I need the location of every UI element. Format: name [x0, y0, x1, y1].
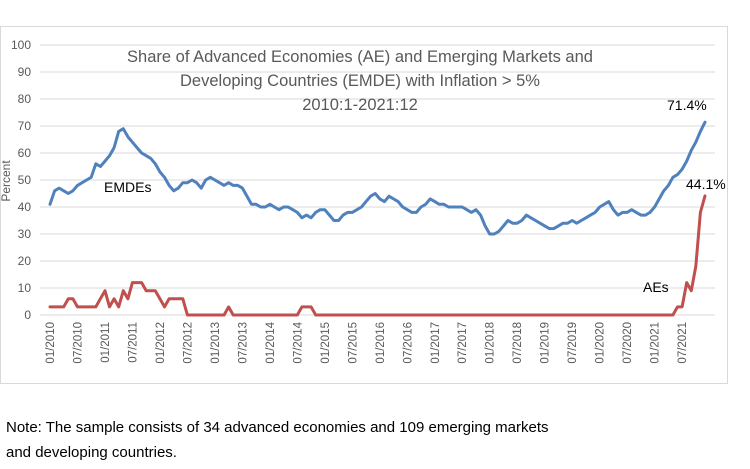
x-tick-label: 01/2015	[320, 322, 332, 364]
series-label-emdes: EMDEs	[104, 179, 151, 195]
x-tick-label: 07/2017	[457, 322, 469, 364]
y-tick-label: 50	[18, 173, 32, 187]
x-tick-label: 07/2015	[347, 322, 359, 364]
note-line-2: and developing countries.	[6, 444, 177, 461]
x-tick-label: 01/2019	[540, 322, 552, 364]
x-tick-label: 01/2021	[650, 322, 662, 364]
x-tick-label: 07/2016	[402, 322, 414, 364]
y-tick-label: 100	[11, 38, 31, 52]
x-tick-label: 07/2013	[237, 322, 249, 364]
x-tick-label: 07/2018	[512, 322, 524, 364]
y-tick-label: 80	[18, 92, 32, 106]
note-line-1: Note: The sample consists of 34 advanced…	[6, 419, 549, 436]
x-axis-ticks: 01/2010 07/2010 01/2011 07/2011 01/2012 07/20…	[45, 321, 689, 363]
series-line-emdes	[48, 120, 707, 236]
x-tick-label: 07/2012	[182, 322, 194, 364]
x-tick-label: 07/2021	[677, 322, 689, 364]
y-tick-label: 40	[18, 200, 32, 214]
end-label-aes: 44.1%	[686, 176, 726, 192]
x-tick-label: 07/2011	[127, 322, 139, 363]
y-axis-ticks: 0 10 20 30 40 50 60 70 80 90 100	[11, 38, 31, 322]
x-tick-label: 07/2020	[622, 322, 634, 364]
end-label-emdes: 71.4%	[667, 97, 707, 113]
series-lines	[48, 120, 707, 317]
y-tick-label: 30	[18, 227, 32, 241]
x-tick-label: 01/2020	[595, 322, 607, 364]
x-tick-label: 07/2014	[292, 321, 304, 363]
chart-title-line-1: Share of Advanced Economies (AE) and Eme…	[127, 48, 593, 66]
y-tick-label: 20	[18, 254, 32, 268]
x-tick-label: 07/2010	[72, 322, 84, 364]
x-tick-label: 01/2017	[430, 322, 442, 364]
y-tick-label: 10	[18, 281, 32, 295]
series-line-aes	[48, 194, 707, 317]
chart-frame	[0, 26, 728, 384]
x-tick-label: 01/2012	[155, 322, 167, 364]
x-tick-label: 01/2010	[45, 322, 57, 364]
x-tick-label: 01/2011	[100, 322, 112, 363]
y-tick-label: 70	[18, 119, 32, 133]
y-axis-label: Percent	[0, 160, 13, 202]
chart-title-line-3: 2010:1-2021:12	[302, 96, 418, 114]
x-tick-label: 01/2014	[265, 321, 277, 363]
chart-title-line-2: Developing Countries (EMDE) with Inflati…	[180, 72, 540, 90]
y-tick-label: 0	[24, 308, 31, 322]
x-tick-label: 07/2019	[567, 322, 579, 364]
x-tick-label: 01/2016	[375, 322, 387, 364]
series-label-aes: AEs	[643, 279, 669, 295]
y-tick-label: 90	[18, 65, 32, 79]
x-tick-label: 01/2018	[485, 322, 497, 364]
y-tick-label: 60	[18, 146, 32, 160]
x-tick-label: 01/2013	[210, 322, 222, 364]
